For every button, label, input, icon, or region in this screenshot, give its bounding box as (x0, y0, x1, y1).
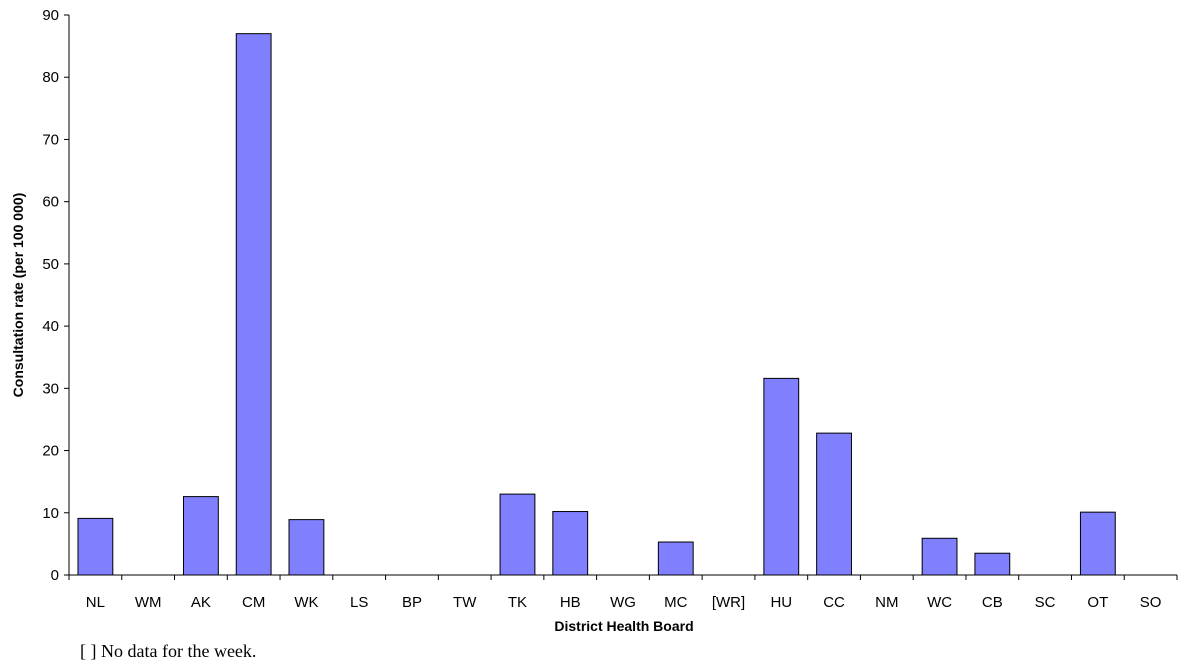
y-tick-label: 40 (42, 318, 59, 335)
x-tick-label: MC (664, 594, 687, 611)
bar-chart: 0 10 20 30 40 50 60 70 80 90 NL WM AK CM WK LS BP TW TK HB… (10, 7, 1178, 634)
x-tick-label: WK (294, 594, 318, 611)
bar-ot (1079, 511, 1116, 576)
y-tick-label: 90 (42, 7, 59, 24)
x-tick-label: OT (1087, 594, 1108, 611)
x-tick-label: LS (350, 594, 368, 611)
bars-group (77, 33, 1116, 576)
bar-cb (974, 552, 1011, 576)
bar-tk (499, 493, 536, 576)
x-tick-label: BP (402, 594, 422, 611)
x-tick-label: TK (508, 594, 527, 611)
x-tick-label: [WR] (712, 594, 745, 611)
x-tick-label: WC (927, 594, 952, 611)
y-tick-label: 10 (42, 505, 59, 522)
y-tick-label: 70 (42, 131, 59, 148)
x-tick-label: TW (453, 594, 477, 611)
x-tick-label: CM (242, 594, 265, 611)
y-tick-label: 80 (42, 69, 59, 86)
bar-ak (182, 496, 219, 576)
bar-cm (235, 33, 272, 576)
x-ticks-group: NL WM AK CM WK LS BP TW TK HB WG MC [WR] HU CC NM WC CB SC… (68, 575, 1178, 611)
x-tick-label: NM (875, 594, 898, 611)
x-tick-label: HB (560, 594, 581, 611)
y-axis-title: Consultation rate (per 100 000) (10, 193, 26, 398)
y-ticks-group: 0 10 20 30 40 50 60 70 80 90 (42, 7, 69, 584)
x-tick-label: WM (135, 594, 162, 611)
x-tick-label: SO (1140, 594, 1162, 611)
y-tick-label: 60 (42, 194, 59, 211)
x-tick-label: NL (86, 594, 105, 611)
y-tick-label: 0 (51, 567, 59, 584)
x-tick-label: CB (982, 594, 1003, 611)
x-tick-label: AK (191, 594, 211, 611)
y-tick-label: 50 (42, 256, 59, 273)
x-tick-label: HU (770, 594, 792, 611)
y-tick-label: 20 (42, 443, 59, 460)
x-tick-label: WG (610, 594, 636, 611)
bar-hu (763, 377, 800, 576)
bar-wk (288, 519, 325, 576)
bar-nl (77, 517, 114, 576)
bar-mc (657, 541, 694, 576)
y-tick-label: 30 (42, 380, 59, 397)
bar-wc (921, 537, 958, 576)
x-tick-label: CC (823, 594, 845, 611)
footnote: [ ] No data for the week. (80, 641, 257, 661)
x-axis-title: District Health Board (554, 618, 693, 634)
x-tick-label: SC (1035, 594, 1056, 611)
bar-cc (816, 432, 852, 576)
bar-hb (552, 511, 589, 576)
